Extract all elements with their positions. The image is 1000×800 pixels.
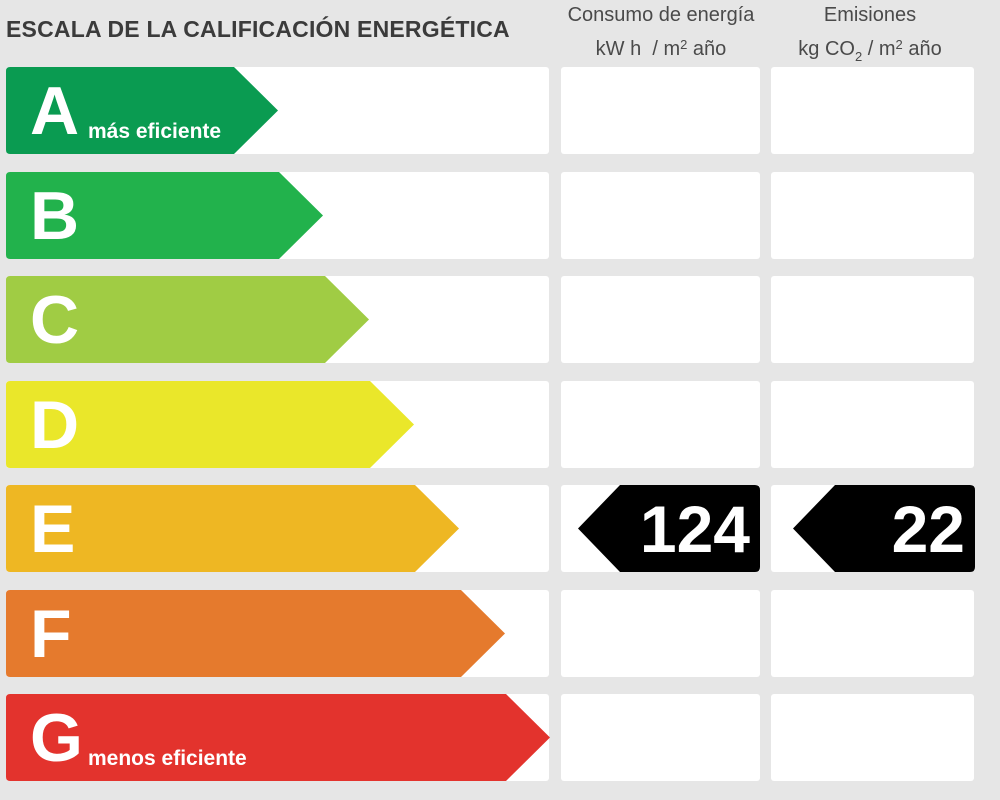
rating-arrow-b	[6, 172, 323, 259]
emissions-cell-c	[771, 276, 974, 363]
consumption-marker-shape	[578, 485, 760, 572]
rating-letter-f: F	[30, 595, 72, 672]
consumption-header-unit: kW h / m2 año	[595, 37, 727, 60]
emissions-header: Emisiones kg CO2 / m2 año	[770, 1, 970, 71]
emissions-cell-b	[771, 172, 974, 259]
consumption-cell-a	[561, 67, 760, 154]
emissions-cell-d	[771, 381, 974, 468]
rating-note-g: menos eficiente	[88, 747, 247, 770]
emissions-header-title: Emisiones	[823, 4, 917, 26]
rating-arrow-d	[6, 381, 414, 468]
rating-letter-g: G	[30, 699, 83, 776]
emissions-marker-value: 22	[891, 491, 965, 566]
rating-bar-c: C	[6, 276, 369, 363]
consumption-cell-c	[561, 276, 760, 363]
scale-title: ESCALA DE LA CALIFICACIÓN ENERGÉTICA	[6, 16, 510, 42]
rating-letter-b: B	[30, 177, 80, 254]
consumption-cell-f	[561, 590, 760, 677]
rating-letter-c: C	[30, 281, 80, 358]
consumption-cell-b	[561, 172, 760, 259]
consumption-cell-g	[561, 694, 760, 781]
emissions-marker-shape	[793, 485, 975, 572]
rating-letter-a: A	[30, 72, 80, 149]
emissions-cell-a	[771, 67, 974, 154]
emissions-cell-g	[771, 694, 974, 781]
consumption-cell-d	[561, 381, 760, 468]
rating-bar-f: F	[6, 590, 505, 677]
rating-arrow-f	[6, 590, 505, 677]
rating-letter-e: E	[30, 490, 76, 567]
rating-arrow-c	[6, 276, 369, 363]
rating-bar-e: E	[6, 485, 459, 572]
rating-arrow-g	[6, 694, 550, 781]
emissions-header-unit: kg CO2 / m2 año	[798, 37, 942, 64]
rating-note-a: más eficiente	[88, 120, 222, 143]
rating-arrow-a	[6, 67, 278, 154]
consumption-marker: 124	[578, 485, 760, 572]
emissions-marker: 22	[793, 485, 975, 572]
emissions-cell-f	[771, 590, 974, 677]
rating-bar-b: B	[6, 172, 323, 259]
consumption-header: Consumo de energía kW h / m2 año	[556, 1, 766, 64]
rating-bar-d: D	[6, 381, 414, 468]
consumption-header-title: Consumo de energía	[567, 4, 755, 26]
consumption-marker-value: 124	[639, 491, 750, 566]
rating-letter-d: D	[30, 386, 80, 463]
rating-arrow-e	[6, 485, 459, 572]
